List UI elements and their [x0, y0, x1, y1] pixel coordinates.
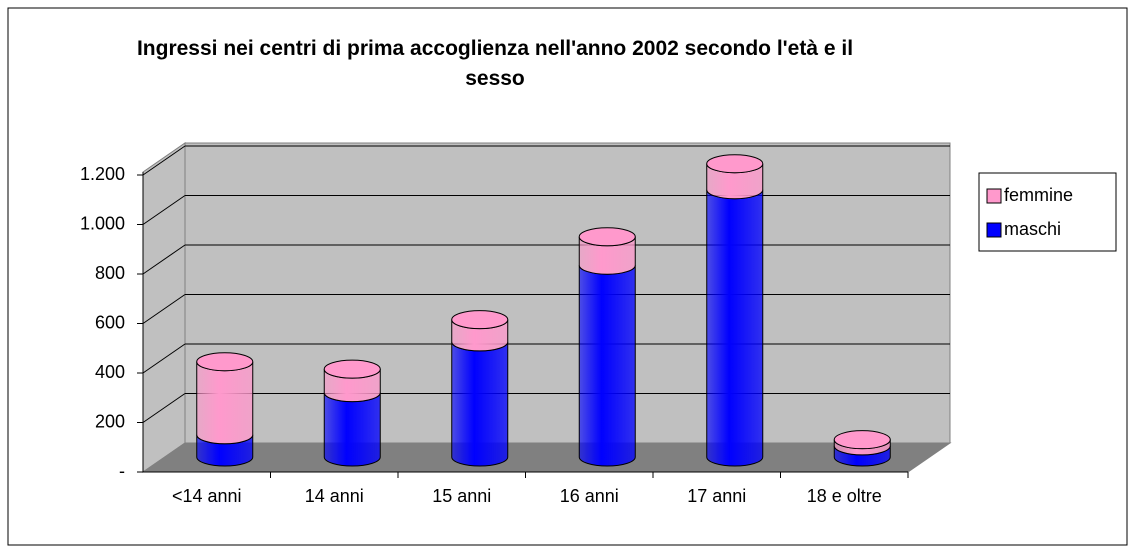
- grid-line: [142, 145, 186, 176]
- x-tick-label: 14 anni: [305, 486, 364, 506]
- y-tick-label: 1.200: [80, 164, 125, 184]
- y-tick-label: 200: [95, 411, 125, 431]
- bar-segment: [578, 265, 636, 467]
- bar-cap: [196, 352, 254, 372]
- x-tick-label: 17 anni: [687, 486, 746, 506]
- side-wall: [142, 142, 186, 473]
- x-tick-label: <14 anni: [172, 486, 242, 506]
- grid-line: [142, 195, 186, 225]
- bar-segment: [706, 189, 764, 467]
- x-tick-label: 16 anni: [560, 486, 619, 506]
- y-tick-label: 400: [95, 362, 125, 382]
- bar-cap: [323, 359, 381, 379]
- chart-title: Ingressi nei centri di prima accoglienza…: [136, 37, 854, 90]
- bar-segment: [451, 341, 509, 467]
- grid-line: [142, 343, 186, 374]
- bar-cap: [451, 310, 509, 330]
- bar-segment: [196, 361, 254, 445]
- x-tick-label: 18 e oltre: [807, 486, 882, 506]
- bar-segment: [323, 392, 381, 467]
- floor: [141, 442, 952, 473]
- legend-label: femmine: [1004, 185, 1073, 205]
- y-tick-label: 1.000: [80, 213, 125, 233]
- legend-label: maschi: [1004, 219, 1061, 239]
- bar-cap: [578, 227, 636, 247]
- grid-line: [142, 294, 186, 324]
- x-tick-label: 15 anni: [432, 486, 491, 506]
- y-tick-label: 800: [95, 263, 125, 283]
- y-tick-label: -: [119, 461, 125, 481]
- legend-swatch: [986, 188, 1002, 204]
- bar-cap: [833, 430, 891, 450]
- y-tick-label: 600: [95, 312, 125, 332]
- grid-line: [142, 244, 186, 275]
- grid-line: [142, 393, 186, 423]
- legend: [978, 172, 1117, 252]
- legend-swatch: [986, 222, 1002, 238]
- back-wall: [184, 142, 951, 444]
- bar-cap: [706, 154, 764, 174]
